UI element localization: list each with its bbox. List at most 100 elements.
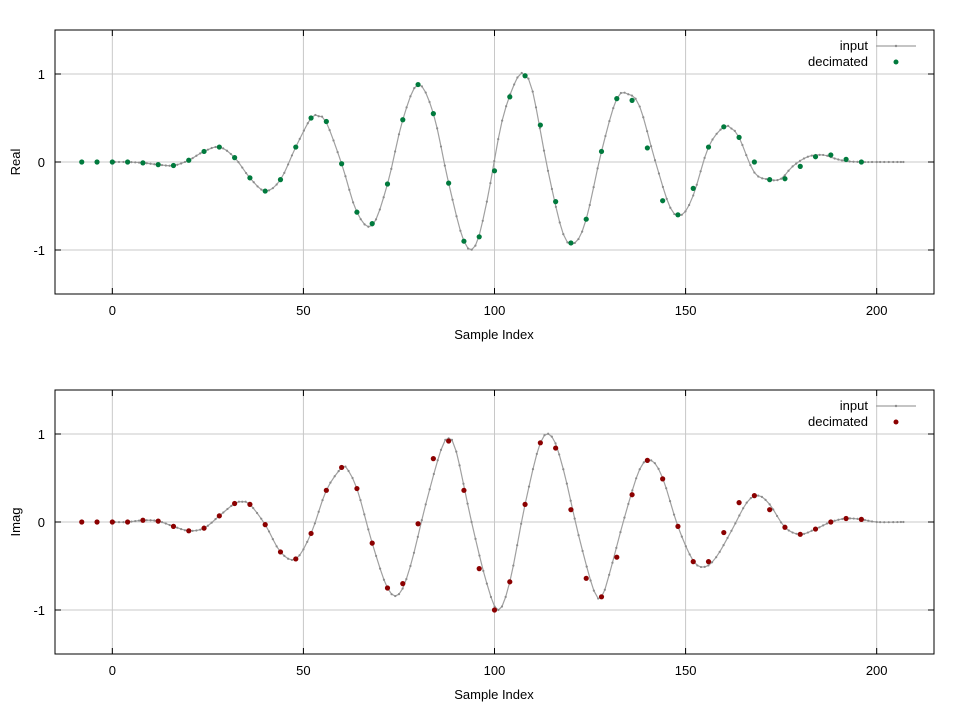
real-decimated-point <box>660 198 666 204</box>
real-input-point <box>382 196 385 199</box>
imag-input-point <box>432 472 435 476</box>
real-input-point <box>428 100 431 104</box>
real-input-point <box>183 160 187 164</box>
real-input-point <box>455 215 458 218</box>
imag-input-point <box>382 578 386 581</box>
imag-input-point <box>164 522 167 525</box>
real-decimated-point <box>430 111 436 117</box>
imag-input-point <box>401 587 404 590</box>
imag-input-point <box>795 532 798 535</box>
imag-input-point <box>405 578 408 581</box>
real-input-point <box>692 194 695 197</box>
real-input-point <box>703 156 706 159</box>
real-decimated-point <box>568 240 574 246</box>
imag-input-point <box>424 503 427 506</box>
real-input-point <box>745 153 748 157</box>
imag-input-point <box>283 554 286 557</box>
imag-decimated-point <box>125 519 131 525</box>
imag-input-point <box>535 452 538 456</box>
imag-input-point <box>210 521 213 524</box>
real-input-point <box>470 248 473 251</box>
imag-input-point <box>710 561 714 564</box>
real-input-point <box>283 171 286 174</box>
real-input-point <box>271 187 274 190</box>
imag-x-tick-label: 150 <box>675 663 697 678</box>
real-input-point <box>302 129 305 132</box>
real-input-point <box>214 145 217 149</box>
imag-input-point <box>230 504 233 507</box>
imag-input-point <box>516 544 519 547</box>
imag-input-point <box>543 434 546 437</box>
real-input-point <box>810 154 813 157</box>
imag-input-point <box>772 508 775 511</box>
real-input-point <box>581 230 584 233</box>
real-decimated-point <box>553 199 559 205</box>
real-input-point <box>588 203 591 207</box>
real-legend-label-decimated: decimated <box>808 54 868 69</box>
real-input-point <box>493 159 496 163</box>
imag-decimated-point <box>491 607 498 613</box>
imag-input-point <box>887 521 890 524</box>
real-x-tick-label: 50 <box>296 303 310 318</box>
real-x-axis-label: Sample Index <box>454 327 534 342</box>
imag-decimated-point <box>797 531 803 537</box>
imag-decimated-point <box>155 518 161 524</box>
real-legend-swatch-decimated <box>893 59 899 65</box>
real-decimated-point <box>721 124 727 130</box>
real-decimated-point <box>614 96 620 102</box>
real-x-tick-label: 100 <box>484 303 506 318</box>
imag-decimated-point <box>109 519 115 525</box>
real-input-point <box>899 160 903 164</box>
real-input-point <box>791 165 794 168</box>
imag-input-point <box>608 573 611 576</box>
imag-input-point <box>160 521 164 524</box>
real-input-point <box>130 161 133 164</box>
imag-input-point <box>879 521 882 524</box>
imag-input-point <box>428 488 431 491</box>
real-panel: 0 50 100 150 200 -1 0 1 Real Sample Index input… <box>8 29 935 342</box>
real-decimated-point <box>476 234 482 240</box>
imag-x-tick-label: 200 <box>866 663 888 678</box>
imag-input-point <box>657 467 660 470</box>
real-decimated-point <box>675 212 681 218</box>
real-input-point <box>673 212 676 216</box>
imag-input-point <box>439 448 443 451</box>
imag-decimated-point <box>262 522 268 528</box>
imag-x-tick-label: 0 <box>109 663 116 678</box>
imag-input-point <box>436 459 439 462</box>
imag-input-point <box>512 564 515 567</box>
real-input-point <box>627 93 630 96</box>
imag-input-point <box>742 507 745 510</box>
imag-input-point <box>653 462 656 465</box>
imag-input-point <box>180 528 183 531</box>
real-input-point <box>883 160 886 164</box>
imag-input-point <box>287 557 290 560</box>
imag-decimated-point <box>843 515 849 522</box>
imag-input-point <box>375 554 378 558</box>
real-input-point <box>367 225 370 228</box>
imag-input-point <box>892 521 895 524</box>
imag-decimated-point <box>476 566 482 572</box>
imag-input-point <box>875 520 878 524</box>
real-decimated-point <box>155 162 161 168</box>
real-input-point <box>653 159 657 162</box>
imag-decimated-point <box>94 519 100 525</box>
imag-input-point <box>500 605 504 608</box>
imag-input-point <box>573 517 576 520</box>
real-input-point <box>244 171 248 175</box>
imag-decimated-point <box>430 456 436 462</box>
real-legend-label-input: input <box>840 38 869 53</box>
imag-input-point <box>825 522 829 525</box>
real-input-point <box>344 175 347 178</box>
real-input-point <box>241 166 244 169</box>
imag-decimated-point <box>384 585 391 591</box>
imag-decimated-point <box>828 519 834 525</box>
imag-decimated-point <box>598 594 605 600</box>
real-input-point <box>840 159 844 162</box>
real-input-point <box>688 203 691 207</box>
imag-decimated-point <box>767 507 773 513</box>
imag-input-point <box>195 529 198 532</box>
real-input-point <box>822 153 825 157</box>
real-input-point <box>566 241 569 244</box>
real-input-point <box>267 189 271 192</box>
